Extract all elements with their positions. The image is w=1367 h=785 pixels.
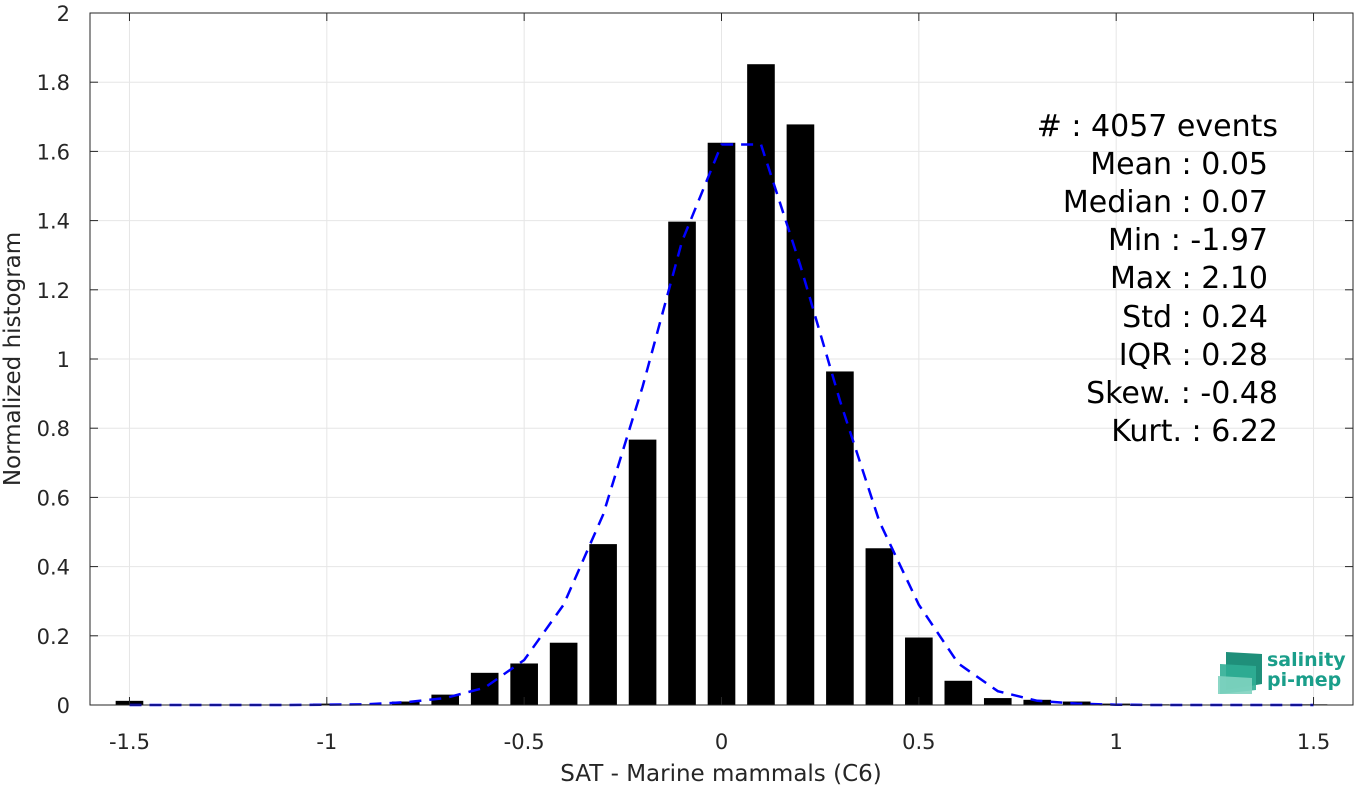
- histogram-bar: [865, 548, 894, 705]
- histogram-bar: [905, 637, 933, 705]
- x-tick-label: -0.5: [504, 730, 545, 754]
- stat-mean: Mean : 0.05: [1090, 147, 1268, 182]
- x-tick-label: 1.5: [1297, 730, 1330, 754]
- stat-iqr: IQR : 0.28: [1119, 338, 1268, 373]
- histogram-bar: [549, 642, 578, 705]
- histogram-bar: [707, 142, 736, 705]
- x-tick-label: 0.5: [902, 730, 935, 754]
- y-tick-label: 1.2: [37, 279, 70, 303]
- y-tick-label: 0.4: [37, 556, 70, 580]
- histogram-bar: [391, 701, 420, 705]
- y-tick-label: 0.2: [37, 625, 70, 649]
- stat-min: Min : -1.97: [1108, 223, 1268, 258]
- y-tick-label: 2: [57, 2, 70, 26]
- x-tick-label: 1: [1110, 730, 1123, 754]
- histogram-bar: [431, 694, 460, 705]
- y-tick-label: 0.8: [37, 417, 70, 441]
- stat-skew: Skew. : -0.48: [1086, 376, 1278, 411]
- logo-emblem-icon: [1218, 652, 1262, 694]
- x-tick-label: -1.5: [109, 730, 150, 754]
- y-tick-label: 1.6: [37, 140, 70, 164]
- stat-max: Max : 2.10: [1110, 261, 1268, 296]
- stats-box: # : 4057 events Mean : 0.05 Median : 0.0…: [1037, 109, 1278, 449]
- histogram-bar: [747, 64, 775, 705]
- y-tick-label: 0: [57, 694, 70, 718]
- histogram-bar: [983, 698, 1012, 705]
- y-tick-label: 1: [57, 348, 70, 372]
- histogram-bar: [1023, 699, 1052, 705]
- stat-std: Std : 0.24: [1122, 300, 1268, 335]
- stat-median: Median : 0.07: [1063, 185, 1268, 220]
- histogram-bar: [628, 439, 657, 705]
- x-axis-label: SAT - Marine mammals (C6): [560, 761, 882, 785]
- y-axis-label: Normalized histogram: [0, 232, 26, 486]
- y-tick-labels: 0 0.2 0.4 0.6 0.8 1 1.2 1.4 1.6 1.8 2: [37, 2, 70, 718]
- histogram-bar: [826, 371, 854, 705]
- stat-count: # : 4057 events: [1037, 109, 1278, 144]
- logo-line1: salinity: [1267, 649, 1346, 671]
- x-tick-label: -1: [316, 730, 337, 754]
- y-tick-label: 1.8: [37, 71, 70, 95]
- y-tick-label: 1.4: [37, 210, 70, 234]
- histogram-bar: [668, 221, 696, 705]
- x-tick-label: 0: [715, 730, 728, 754]
- y-tick-label: 0.6: [37, 486, 70, 510]
- logo-line2: pi-mep: [1267, 669, 1341, 691]
- histogram-bar: [589, 544, 617, 705]
- axis-ticks: [90, 12, 1353, 706]
- stat-kurt: Kurt. : 6.22: [1111, 414, 1278, 449]
- histogram-bar: [786, 124, 815, 706]
- x-tick-labels: -1.5 -1 -0.5 0 0.5 1 1.5: [109, 730, 1330, 754]
- histogram-bar: [470, 672, 499, 705]
- histogram-bar: [944, 680, 973, 705]
- salinity-pimep-logo: salinity pi-mep: [1218, 649, 1346, 694]
